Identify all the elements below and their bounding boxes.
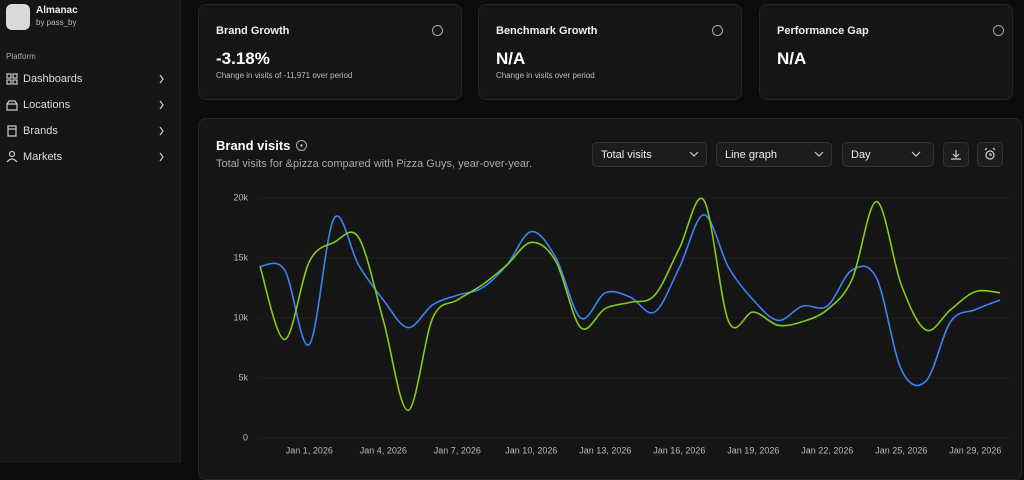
- dropdown[interactable]: Line graph: [716, 142, 832, 167]
- tagline: by pass_by: [36, 18, 77, 27]
- sidebar: Almanac by pass_by Platform Dashboards L…: [0, 0, 181, 463]
- kpi-card: Performance Gap N/A: [759, 4, 1013, 100]
- card-note: Change in visits over period: [496, 71, 595, 80]
- brand: Almanac: [36, 5, 78, 16]
- dropdown-label[interactable]: Day: [851, 149, 871, 161]
- info-icon[interactable]: [993, 25, 1004, 36]
- logo: [6, 4, 30, 30]
- card-note: Change in visits of -11,971 over period: [216, 71, 353, 80]
- nav-label[interactable]: Locations: [23, 99, 71, 111]
- info-icon[interactable]: [432, 25, 443, 36]
- card-title: Benchmark Growth: [496, 25, 598, 37]
- card-value: N/A: [777, 49, 807, 68]
- dropdown-label[interactable]: Line graph: [725, 149, 777, 161]
- card-title: Performance Gap: [777, 25, 869, 37]
- dropdown[interactable]: Total visits: [592, 142, 707, 167]
- info-icon[interactable]: [712, 25, 723, 36]
- card-value: N/A: [496, 49, 526, 68]
- kpi-card: Brand Growth -3.18% Change in visits of …: [198, 4, 462, 100]
- nav-label[interactable]: Markets: [23, 151, 63, 163]
- nav-item[interactable]: Markets: [6, 151, 62, 163]
- download-button[interactable]: [943, 142, 969, 167]
- nav-icons: [6, 73, 164, 163]
- section: Platform: [6, 52, 36, 61]
- dropdown[interactable]: Day: [842, 142, 934, 167]
- panel-title: Brand visits: [216, 138, 291, 153]
- kpi-card: Benchmark Growth N/A Change in visits ov…: [478, 4, 742, 100]
- alarm-button[interactable]: [977, 142, 1003, 167]
- subtitle: Total visits for &pizza compared with Pi…: [216, 158, 533, 170]
- nav-item[interactable]: Locations: [6, 99, 70, 111]
- nav-item[interactable]: Dashboards: [6, 73, 82, 85]
- card-value: -3.18%: [216, 49, 270, 68]
- nav-item[interactable]: Brands: [6, 125, 58, 137]
- info-icon[interactable]: [296, 140, 307, 151]
- card-title: Brand Growth: [216, 25, 290, 37]
- dropdown-label[interactable]: Total visits: [601, 149, 652, 161]
- chart-panel: [198, 118, 1022, 480]
- nav-label[interactable]: Brands: [23, 125, 58, 137]
- nav-label[interactable]: Dashboards: [23, 73, 83, 85]
